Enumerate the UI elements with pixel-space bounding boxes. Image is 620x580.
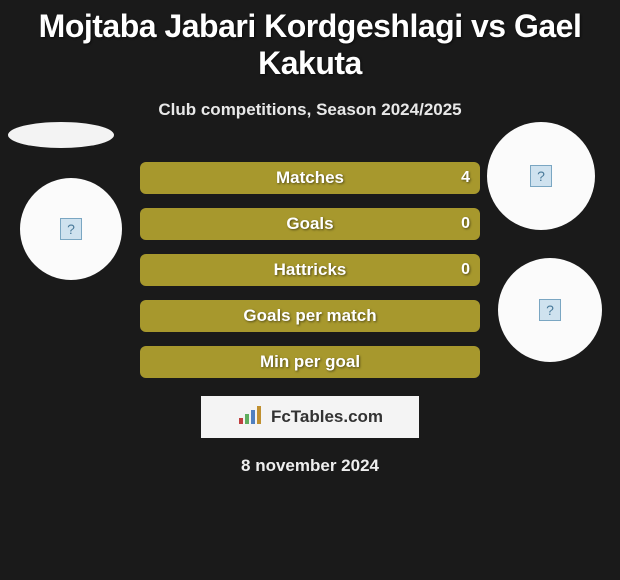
decor-circle-left: ? (20, 178, 122, 280)
subtitle: Club competitions, Season 2024/2025 (0, 100, 620, 120)
decor-circle-right-2: ? (498, 258, 602, 362)
stat-value-right: 4 (461, 169, 470, 187)
page-title: Mojtaba Jabari Kordgeshlagi vs Gael Kaku… (0, 0, 620, 82)
stat-row: Goals 0 (140, 208, 480, 240)
stat-value-right: 0 (461, 215, 470, 233)
placeholder-icon: ? (530, 165, 552, 187)
stat-label: Matches (276, 168, 344, 188)
stat-row: Goals per match (140, 300, 480, 332)
placeholder-icon: ? (60, 218, 82, 240)
decor-circle-right-1: ? (487, 122, 595, 230)
watermark-text: FcTables.com (271, 407, 383, 427)
stat-row: Min per goal (140, 346, 480, 378)
stat-row: Hattricks 0 (140, 254, 480, 286)
watermark: FcTables.com (201, 396, 419, 438)
stat-label: Min per goal (260, 352, 360, 372)
date-text: 8 november 2024 (0, 456, 620, 476)
stat-label: Goals per match (243, 306, 376, 326)
bars-icon (237, 404, 265, 431)
stat-label: Goals (286, 214, 333, 234)
stat-row: Matches 4 (140, 162, 480, 194)
decor-ellipse-left (8, 122, 114, 148)
stat-value-right: 0 (461, 261, 470, 279)
placeholder-icon: ? (539, 299, 561, 321)
stat-label: Hattricks (274, 260, 347, 280)
